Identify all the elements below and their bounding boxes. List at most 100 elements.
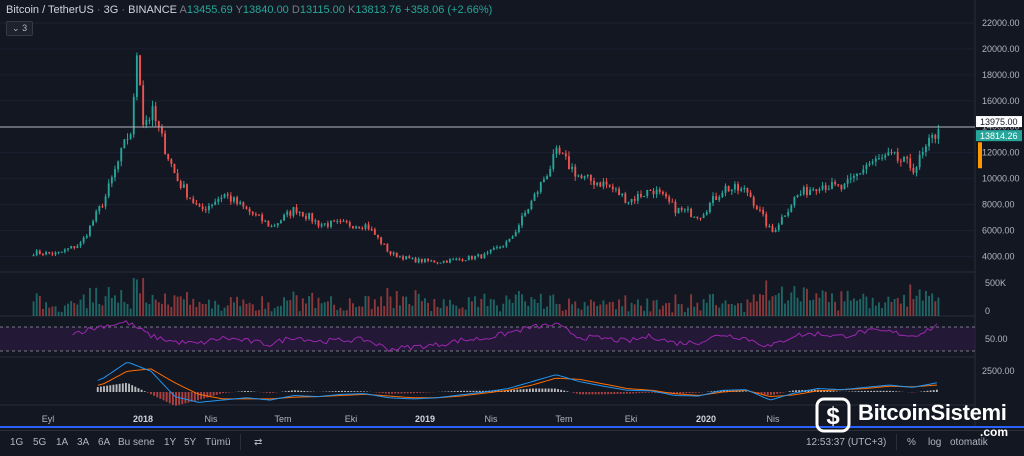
timeframe-3a[interactable]: 3A	[77, 437, 90, 448]
time-tick-label: 2019	[415, 414, 435, 424]
volume-bar	[464, 309, 467, 316]
candle-body	[92, 221, 94, 226]
candle-body	[721, 192, 724, 198]
volume-bar	[890, 302, 893, 316]
volume-bar	[367, 296, 370, 316]
candle-body	[646, 189, 649, 196]
candle-body	[627, 202, 630, 204]
chart-canvas[interactable]: 4000.006000.008000.0010000.0012000.00140…	[0, 0, 1024, 430]
candle-body	[890, 152, 893, 154]
candle-body	[88, 225, 91, 236]
indicator-collapse-button[interactable]: ⌄ 3	[6, 21, 34, 36]
volume-bar	[455, 305, 458, 316]
timeframe-6a[interactable]: 6A	[98, 437, 111, 448]
candle-body	[233, 197, 235, 202]
timeframe-all[interactable]: Tümü	[205, 437, 231, 448]
candle-body	[76, 245, 79, 248]
toolbar-divider	[240, 434, 241, 450]
candle-body	[580, 175, 583, 178]
auto-scale-toggle[interactable]: otomatik	[950, 437, 988, 448]
volume-bar	[730, 303, 733, 316]
volume-bar	[195, 306, 198, 316]
volume-bar	[799, 301, 802, 316]
volume-bar	[414, 290, 417, 316]
volume-bar	[821, 290, 824, 316]
volume-bar	[502, 303, 505, 316]
candle-body	[120, 148, 123, 162]
symbol-name[interactable]: Bitcoin / TetherUS	[6, 4, 94, 16]
volume-bar	[924, 291, 927, 316]
candle-body	[195, 203, 198, 205]
volume-bar	[76, 304, 79, 316]
volume-bar	[721, 303, 724, 316]
volume-bar	[674, 294, 677, 316]
last-price-tag	[976, 130, 1022, 142]
volume-bar	[477, 306, 480, 316]
candle-body	[705, 212, 708, 215]
volume-bar	[383, 306, 386, 316]
candle-body	[477, 254, 480, 257]
candle-body	[223, 194, 226, 198]
volume-bar	[690, 294, 693, 316]
candle-body	[283, 214, 285, 221]
candle-body	[305, 216, 307, 219]
interval-label[interactable]: 3G	[103, 4, 119, 16]
time-tick-label: Eki	[625, 414, 638, 424]
candle-body	[827, 188, 830, 190]
volume-bar	[881, 307, 884, 316]
timeframe-ytd[interactable]: Bu sene	[118, 437, 155, 448]
log-toggle[interactable]: log	[928, 437, 942, 448]
volume-bar	[755, 301, 758, 316]
candle-body	[624, 193, 627, 203]
go-to-date-icon[interactable]: ⇄	[254, 437, 263, 448]
candle-body	[489, 249, 492, 253]
candle-body	[696, 216, 699, 218]
volume-bar	[928, 295, 930, 316]
timeframe-5y[interactable]: 5Y	[184, 437, 197, 448]
volume-bar	[220, 310, 223, 316]
volume-bar	[270, 311, 273, 316]
percent-toggle[interactable]: %	[907, 437, 916, 448]
volume-bar	[918, 289, 921, 316]
candle-body	[245, 206, 248, 209]
candle-body	[687, 208, 689, 210]
clock-readout[interactable]: 12:53:37 (UTC+3)	[806, 437, 887, 448]
time-axis: Eyl 2018 Nis Tem Eki 2019 Nis Tem Eki 2020 Nis	[42, 414, 780, 424]
volume-bar	[715, 305, 718, 316]
volume-bar	[580, 309, 583, 316]
candle-body	[708, 203, 711, 213]
timeframe-1g[interactable]: 1G	[10, 437, 24, 448]
timeframe-1y[interactable]: 1Y	[164, 437, 177, 448]
candle-body	[63, 249, 66, 252]
candle-body	[539, 181, 542, 193]
volume-bar	[796, 297, 799, 316]
timeframe-5g[interactable]: 5G	[33, 437, 47, 448]
volume-bar	[624, 295, 627, 316]
timeframe-1a[interactable]: 1A	[56, 437, 69, 448]
candle-body	[132, 96, 135, 135]
candle-body	[383, 243, 386, 245]
candle-body	[217, 199, 220, 202]
candle-body	[323, 223, 326, 225]
volume-bar	[54, 306, 57, 316]
candle-body	[129, 134, 132, 139]
candle-body	[214, 201, 217, 205]
candle-body	[546, 176, 548, 180]
volume-bar	[589, 299, 592, 316]
time-tick-label: Tem	[555, 414, 572, 424]
candle-body	[796, 195, 799, 198]
candle-body	[480, 254, 483, 259]
time-tick-label: Tem	[274, 414, 291, 424]
candle-body	[73, 246, 76, 248]
candle-body	[568, 156, 570, 170]
volume-bar	[524, 301, 527, 316]
volume-bar	[909, 284, 912, 316]
candle-body	[176, 173, 179, 182]
candle-body	[395, 252, 398, 258]
volume-bar	[120, 289, 123, 316]
price-tick-label: 12000.00	[982, 148, 1020, 158]
candle-body	[236, 197, 239, 204]
candle-body	[142, 85, 145, 125]
candle-body	[693, 216, 696, 218]
bottom-toolbar	[0, 430, 1024, 456]
